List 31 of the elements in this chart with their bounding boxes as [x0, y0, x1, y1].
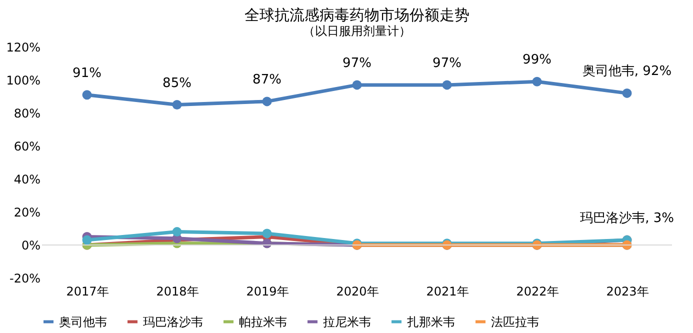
data-label: 85%: [162, 76, 192, 91]
y-tick-label: 20%: [14, 206, 40, 220]
x-tick-label: 2019年: [246, 284, 289, 298]
legend-label: 法匹拉韦: [491, 314, 539, 329]
y-tick-label: 40%: [14, 172, 40, 186]
x-tick-label: 2023年: [606, 284, 649, 298]
data-label: 奥司他韦, 92%: [582, 64, 672, 80]
y-tick-label: -20%: [9, 272, 40, 286]
x-tick-label: 2018年: [156, 284, 199, 298]
data-label: 97%: [432, 56, 462, 71]
chart-subtitle: （以日服用剂量计）: [303, 24, 411, 38]
data-label: 91%: [72, 66, 102, 81]
legend-label: 帕拉米韦: [239, 314, 287, 329]
y-tick-label: 100%: [6, 74, 40, 88]
y-tick-label: 60%: [14, 140, 40, 154]
legend-label: 玛巴洛沙韦: [143, 314, 203, 329]
data-label: 87%: [252, 72, 282, 88]
chart-title: 全球抗流感病毒药物市场份额走势: [244, 6, 470, 24]
x-tick-label: 2020年: [336, 284, 379, 298]
x-tick-label: 2017年: [66, 284, 109, 298]
data-label: 玛巴洛沙韦, 3%: [580, 211, 674, 226]
y-tick-label: 80%: [14, 106, 40, 120]
legend-label: 奥司他韦: [59, 314, 107, 329]
y-tick-label: 0%: [21, 238, 40, 252]
data-label: 97%: [342, 56, 372, 71]
x-tick-label: 2022年: [516, 284, 559, 298]
y-tick-label: 120%: [6, 40, 40, 54]
legend-label: 扎那米韦: [407, 314, 455, 329]
legend-label: 拉尼米韦: [323, 314, 371, 329]
x-tick-label: 2021年: [426, 284, 469, 298]
data-label: 99%: [522, 52, 552, 68]
